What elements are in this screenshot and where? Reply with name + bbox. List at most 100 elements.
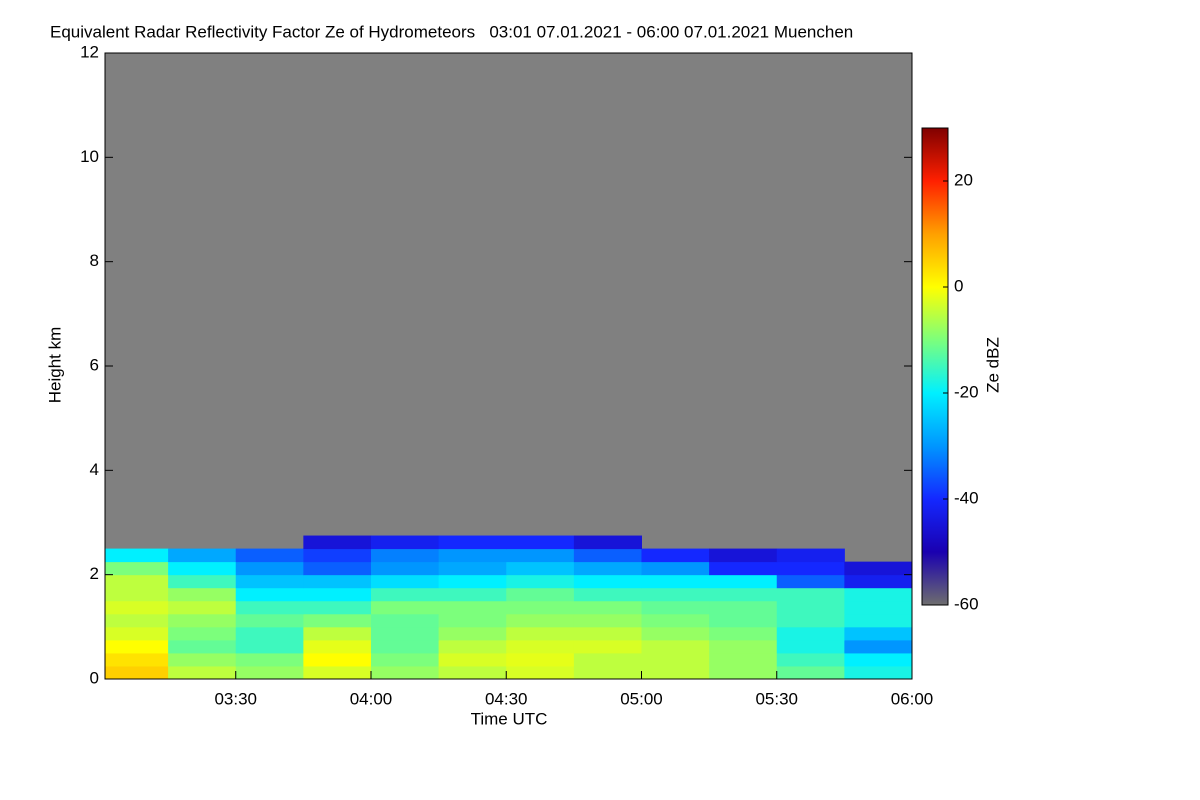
heatmap-cell xyxy=(709,600,778,615)
x-axis-label: Time UTC xyxy=(471,709,548,728)
heatmap-cell xyxy=(105,561,169,576)
heatmap-cell xyxy=(438,652,507,667)
heatmap-cell xyxy=(370,639,440,654)
heatmap-cell xyxy=(438,613,507,628)
heatmap-cell xyxy=(709,626,778,641)
heatmap-cell xyxy=(844,639,913,654)
heatmap-cell xyxy=(641,652,710,667)
heatmap-cell xyxy=(168,613,237,628)
heatmap-cell xyxy=(168,639,237,654)
colorbar-tick-label: 20 xyxy=(954,170,973,189)
heatmap-cell xyxy=(438,639,507,654)
x-tick-label: 05:30 xyxy=(755,689,798,708)
heatmap-cell xyxy=(776,626,845,641)
heatmap-cell xyxy=(370,613,440,628)
heatmap-cell xyxy=(438,626,507,641)
heatmap-cell xyxy=(168,600,237,615)
colorbar-tick-label: -40 xyxy=(954,488,979,507)
heatmap-cell xyxy=(641,639,710,654)
heatmap-cell xyxy=(370,587,440,602)
heatmap-cell xyxy=(776,665,845,680)
heatmap-cell xyxy=(641,548,710,563)
heatmap-cell xyxy=(105,587,169,602)
heatmap-cell xyxy=(506,587,575,602)
heatmap-cell xyxy=(303,613,372,628)
heatmap-cell xyxy=(506,665,575,680)
heatmap-cell xyxy=(235,587,304,602)
heatmap-cell xyxy=(709,574,778,589)
heatmap-cell xyxy=(303,639,372,654)
heatmap-cell xyxy=(844,626,913,641)
heatmap-cell xyxy=(438,587,507,602)
x-tick-label: 05:00 xyxy=(620,689,663,708)
heatmap-cell xyxy=(105,626,169,641)
heatmap-cell xyxy=(370,535,440,550)
heatmap-cell xyxy=(641,561,710,576)
heatmap-cell xyxy=(168,548,237,563)
heatmap-cell xyxy=(303,535,372,550)
heatmap-cell xyxy=(370,561,440,576)
heatmap-cell xyxy=(573,613,642,628)
heatmap-cell xyxy=(235,548,304,563)
heatmap-cell xyxy=(105,613,169,628)
heatmap-cell xyxy=(573,665,642,680)
heatmap-cell xyxy=(844,652,913,667)
heatmap-cell xyxy=(370,626,440,641)
heatmap-cell xyxy=(776,587,845,602)
y-tick-label: 12 xyxy=(80,42,99,61)
heatmap-cell xyxy=(235,665,304,680)
heatmap-cell xyxy=(235,574,304,589)
heatmap-cell xyxy=(303,587,372,602)
x-tick-label: 06:00 xyxy=(891,689,934,708)
heatmap-cell xyxy=(573,639,642,654)
heatmap-cell xyxy=(370,600,440,615)
heatmap-cell xyxy=(438,561,507,576)
heatmap-cell xyxy=(235,613,304,628)
heatmap-cell xyxy=(438,548,507,563)
heatmap-cell xyxy=(709,587,778,602)
heatmap-cell xyxy=(573,652,642,667)
heatmap-cell xyxy=(641,587,710,602)
colorbar-label: Ze dBZ xyxy=(983,337,1002,393)
heatmap-cell xyxy=(844,613,913,628)
heatmap-cell xyxy=(573,574,642,589)
heatmap-cell xyxy=(709,665,778,680)
x-tick-label: 04:00 xyxy=(350,689,393,708)
heatmap-cell xyxy=(303,600,372,615)
heatmap-cell xyxy=(235,639,304,654)
heatmap-cell xyxy=(776,548,845,563)
heatmap-cell xyxy=(105,600,169,615)
heatmap-cell xyxy=(303,652,372,667)
heatmap-cell xyxy=(573,548,642,563)
heatmap-cell xyxy=(844,600,913,615)
heatmap-cell xyxy=(844,665,913,680)
heatmap-cell xyxy=(105,665,169,680)
heatmap-cell xyxy=(641,600,710,615)
heatmap-cell xyxy=(776,652,845,667)
heatmap-cell xyxy=(235,652,304,667)
heatmap-cell xyxy=(506,626,575,641)
x-tick-label: 03:30 xyxy=(214,689,257,708)
heatmap-cell xyxy=(438,574,507,589)
heatmap-cell xyxy=(105,574,169,589)
y-tick-label: 2 xyxy=(90,564,99,583)
heatmap-cell xyxy=(105,548,169,563)
heatmap-cell xyxy=(303,548,372,563)
heatmap-cell xyxy=(370,548,440,563)
heatmap-cell xyxy=(573,587,642,602)
heatmap-cell xyxy=(573,561,642,576)
heatmap-cell xyxy=(844,574,913,589)
heatmap-cell xyxy=(235,626,304,641)
y-tick-label: 8 xyxy=(90,251,99,270)
colorbar-tick-label: 0 xyxy=(954,276,963,295)
heatmap-cell xyxy=(506,639,575,654)
heatmap-cell xyxy=(709,548,778,563)
colorbar xyxy=(921,127,949,606)
heatmap-cell xyxy=(303,665,372,680)
heatmap-cell xyxy=(506,535,575,550)
heatmap-cell xyxy=(641,613,710,628)
heatmap-cell xyxy=(168,626,237,641)
y-tick-label: 6 xyxy=(90,355,99,374)
y-tick-label: 4 xyxy=(90,460,99,479)
